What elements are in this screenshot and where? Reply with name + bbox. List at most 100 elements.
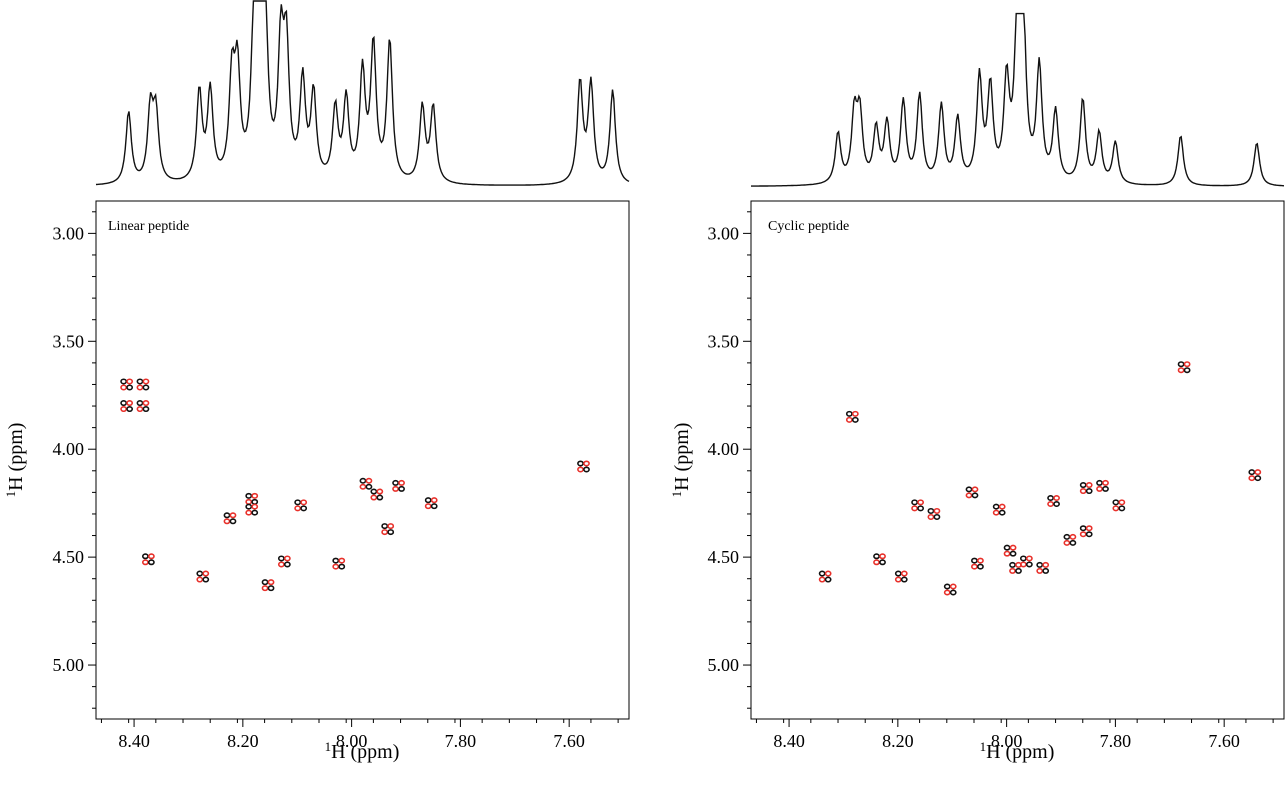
peak-contour	[1112, 499, 1120, 506]
peak-contour	[359, 477, 367, 484]
peak-contour	[998, 503, 1006, 510]
cross-peak	[1112, 499, 1126, 512]
cross-peak	[261, 579, 275, 592]
peak-contour	[1177, 367, 1185, 374]
peak-contour	[1063, 533, 1071, 540]
linear-plot-frame	[95, 200, 630, 720]
peak-contour	[965, 486, 973, 493]
peak-contour	[229, 518, 237, 525]
peak-contour	[998, 509, 1006, 516]
peak-contour	[1254, 469, 1262, 476]
cross-peak	[1009, 561, 1022, 574]
cross-peak	[1063, 533, 1077, 546]
peak-contour	[136, 400, 144, 407]
peak-contour	[300, 505, 308, 512]
peak-contour	[1009, 567, 1016, 574]
peak-contour	[142, 400, 150, 407]
peak-contour	[1085, 488, 1093, 495]
peak-contour	[894, 570, 902, 577]
peak-contour	[359, 483, 367, 490]
peak-contour	[917, 499, 925, 506]
peak-contour	[1019, 555, 1027, 562]
y-tick-label: 3.50	[53, 331, 85, 351]
peak-contour	[283, 561, 291, 568]
cross-peak	[141, 553, 155, 566]
cross-peak	[294, 499, 308, 512]
peak-contour	[1025, 555, 1033, 562]
peak-contour	[879, 553, 886, 560]
y-axis-label-linear: 1H (ppm)	[3, 423, 27, 498]
peak-contour	[1085, 525, 1093, 532]
peak-contour	[283, 555, 291, 562]
peak-contour	[1096, 479, 1103, 486]
peak-contour	[1009, 550, 1017, 557]
y-tick-label: 3.50	[708, 331, 740, 351]
cyclic-x-axis: 8.40 8.20 8.00 7.80 7.60	[755, 719, 1274, 751]
peak-contour	[147, 559, 155, 566]
peak-contour	[1254, 475, 1262, 482]
peak-contour	[196, 570, 204, 577]
peak-contour	[136, 384, 144, 391]
y-tick-label: 4.50	[708, 547, 740, 567]
peak-contour	[1042, 567, 1050, 574]
y-tick-label: 4.00	[708, 439, 740, 459]
cross-peak	[120, 378, 134, 391]
peak-contour	[577, 460, 584, 467]
peak-contour	[381, 529, 389, 536]
peak-contour	[1079, 488, 1087, 495]
x-axis-label-cyclic: 1H (ppm)	[980, 739, 1055, 763]
cross-peak	[1079, 482, 1093, 495]
cross-peak	[381, 523, 395, 536]
peak-contour	[376, 488, 384, 495]
peak-contour	[1063, 539, 1071, 546]
cross-peak	[965, 486, 979, 499]
peak-contour	[1036, 567, 1044, 574]
peak-contour	[120, 378, 128, 385]
x-tick-label: 7.80	[1100, 731, 1132, 751]
peak-contour	[277, 561, 285, 568]
cross-peak	[332, 557, 346, 570]
cyclic-peaks	[818, 361, 1262, 596]
cross-peak	[971, 557, 984, 570]
peak-contour	[196, 576, 204, 583]
panel-label-cyclic: Cyclic peptide	[768, 219, 849, 234]
peak-contour	[387, 523, 395, 530]
peak-contour	[1079, 531, 1087, 538]
y-axis-label-cyclic: 1H (ppm)	[669, 423, 693, 498]
cyclic-peptide-panel: Cyclic peptide 3.00 3.50 4.00 4.50 5.00 8.40…	[669, 12, 1285, 763]
peak-contour	[1042, 561, 1050, 568]
peak-contour	[120, 400, 128, 407]
peak-contour	[126, 400, 134, 407]
y-tick-label: 4.50	[53, 547, 85, 567]
peak-contour	[1096, 485, 1103, 492]
peak-contour	[1069, 539, 1077, 546]
peak-contour	[392, 485, 399, 492]
peak-contour	[142, 378, 150, 385]
x-tick-label: 8.40	[773, 731, 805, 751]
peak-contour	[1183, 361, 1191, 368]
peak-contour	[245, 498, 253, 505]
peak-contour	[1053, 495, 1060, 502]
peak-contour	[126, 384, 134, 391]
peak-contour	[120, 406, 128, 413]
cross-peak	[392, 479, 405, 492]
cross-peak	[359, 477, 373, 490]
peak-contour	[365, 483, 373, 490]
peak-contour	[120, 384, 128, 391]
peak-contour	[147, 553, 155, 560]
cross-peak	[1177, 361, 1191, 374]
peak-contour	[1085, 531, 1093, 538]
linear-peptide-panel: Linear peptide 3.00 3.50 4.00 4.50 5.00 8.40…	[3, 0, 630, 763]
x-tick-label: 7.60	[553, 731, 585, 751]
peak-contour	[202, 576, 210, 583]
peak-contour	[851, 410, 859, 417]
peak-contour	[245, 492, 253, 499]
cross-peak	[1047, 495, 1060, 508]
linear-y-axis: 3.00 3.50 4.00 4.50 5.00	[53, 211, 96, 709]
peak-contour	[1047, 495, 1054, 502]
peak-contour	[933, 507, 941, 514]
peak-contour	[1025, 561, 1033, 568]
peak-contour	[1003, 550, 1011, 557]
cross-peak	[845, 410, 859, 423]
